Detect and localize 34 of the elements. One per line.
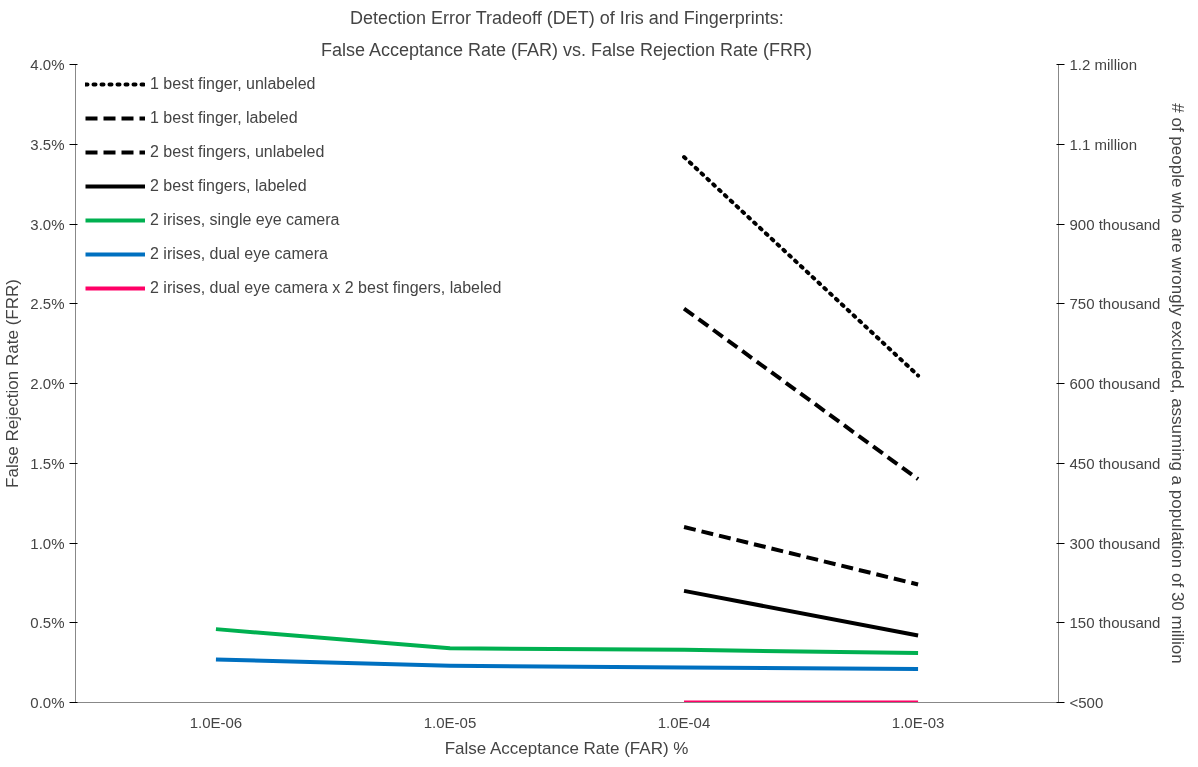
x-tick-label: 1.0E-04 [657, 713, 711, 731]
x-tick-label: 1.0E-06 [189, 713, 243, 731]
y-axis-title: False Rejection Rate (FRR) [3, 279, 23, 488]
chart-title: Detection Error Tradeoff (DET) of Iris and Fingerprints: [349, 7, 784, 28]
y2-tick-label: 150 thousand [1069, 614, 1161, 632]
y2-axis-title: # of people who are wrongly excluded, assuming a population of 30 million [1168, 103, 1188, 664]
y-tick-label: 4.0% [30, 56, 65, 73]
y-tick-label: 2.0% [30, 375, 65, 392]
chart-subtitle: False Acceptance Rate (FAR) vs. False Rejection Rate (FRR) [320, 39, 813, 60]
y2-tick-label: 1.2 million [1069, 56, 1138, 73]
x-tick-label: 1.0E-05 [423, 713, 477, 731]
legend-label: 1 best finger, unlabeled [150, 75, 316, 93]
y2-tick-label: 1.1 million [1069, 135, 1138, 153]
y-tick-label: 3.0% [30, 215, 65, 233]
y-tick-label: 2.5% [30, 295, 65, 313]
x-tick-label: 1.0E-03 [891, 713, 945, 731]
legend-label: 2 irises, dual eye camera [150, 245, 328, 263]
legend-label: 2 irises, dual eye camera x 2 best fingers, labeled [150, 279, 502, 297]
y2-tick-label: 300 thousand [1069, 534, 1161, 552]
y2-tick-label: 600 thousand [1069, 375, 1161, 392]
y2-tick-label: 750 thousand [1069, 295, 1161, 313]
x-axis-title: False Acceptance Rate (FAR) % [444, 738, 689, 758]
y-tick-label: 1.0% [30, 534, 65, 552]
y-tick-label: 0.0% [30, 694, 65, 711]
legend-label: 2 best fingers, labeled [150, 177, 307, 195]
legend-label: 2 irises, single eye camera [150, 211, 340, 229]
y2-tick-label: 450 thousand [1069, 454, 1161, 472]
y2-tick-label: <500 [1069, 694, 1104, 711]
legend-label: 1 best finger, labeled [150, 109, 298, 127]
y-tick-label: 3.5% [30, 135, 65, 153]
legend-label: 2 best fingers, unlabeled [150, 143, 325, 161]
y2-tick-label: 900 thousand [1069, 215, 1161, 233]
y-tick-label: 0.5% [30, 614, 65, 632]
y-tick-label: 1.5% [30, 454, 65, 472]
